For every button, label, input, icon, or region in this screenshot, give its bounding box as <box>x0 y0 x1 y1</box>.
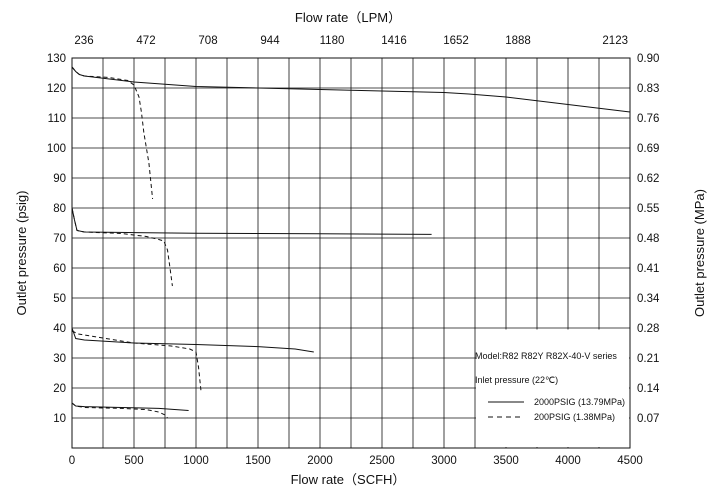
series-line-2000psig <box>71 402 189 411</box>
left-tick-label: 10 <box>53 413 66 425</box>
right-tick-label: 0.83 <box>637 83 659 95</box>
bottom-tick-label: 3000 <box>431 455 457 467</box>
series-line-200psig <box>71 207 173 287</box>
right-tick-label: 0.90 <box>637 53 659 65</box>
right-tick-label: 0.41 <box>637 263 659 275</box>
legend-entry-2000psig: 2000PSIG (13.79MPa) <box>534 397 625 407</box>
bottom-tick-label: 0 <box>69 455 75 467</box>
bottom-tick-label: 2500 <box>369 455 395 467</box>
left-tick-label: 100 <box>47 143 66 155</box>
right-tick-label: 0.14 <box>637 383 660 395</box>
tick-layer: 0 500 1000 1500 2000 2500 3000 3500 4000 4500 236 4… <box>47 35 660 467</box>
right-tick-label: 0.28 <box>637 323 659 335</box>
left-tick-label: 80 <box>53 203 66 215</box>
legend-entry-200psig: 200PSIG (1.38MPa) <box>534 412 615 422</box>
bottom-tick-label: 4000 <box>555 455 581 467</box>
right-tick-label: 0.07 <box>637 413 659 425</box>
left-tick-label: 60 <box>53 263 66 275</box>
top-tick-label: 236 <box>74 35 93 47</box>
right-axis-title: Outlet pressure (MPa) <box>692 189 707 317</box>
series-line-200psig <box>71 66 154 200</box>
series-line-200psig <box>71 330 202 392</box>
series-line-200psig <box>71 402 168 419</box>
top-tick-label: 1180 <box>320 35 345 47</box>
bottom-tick-label: 1000 <box>183 455 209 467</box>
top-tick-label: 1888 <box>505 35 531 47</box>
top-tick-label: 1416 <box>381 35 407 47</box>
series-line-2000psig <box>71 66 631 113</box>
legend-inlet-text: Inlet pressure (22℃) <box>475 375 558 385</box>
top-axis-title: Flow rate（LPM） <box>295 10 401 25</box>
right-tick-label: 0.21 <box>637 353 659 365</box>
left-tick-label: 90 <box>53 173 66 185</box>
top-tick-label: 944 <box>260 35 280 47</box>
top-tick-label: 708 <box>198 35 217 47</box>
bottom-tick-label: 3500 <box>493 455 519 467</box>
top-tick-label: 1652 <box>443 35 469 47</box>
series-layer <box>71 66 631 419</box>
left-tick-label: 30 <box>53 353 66 365</box>
right-tick-label: 0.48 <box>637 233 659 245</box>
left-tick-label: 50 <box>53 293 66 305</box>
left-tick-label: 70 <box>53 233 66 245</box>
bottom-axis-title: Flow rate（SCFH） <box>291 472 406 487</box>
bottom-tick-label: 2000 <box>307 455 333 467</box>
left-tick-label: 120 <box>47 83 66 95</box>
series-line-2000psig <box>71 327 314 353</box>
top-tick-label: 2123 <box>602 35 628 47</box>
legend-box <box>476 329 629 447</box>
left-tick-label: 20 <box>53 383 66 395</box>
bottom-tick-label: 1500 <box>245 455 271 467</box>
left-tick-label: 40 <box>53 323 66 335</box>
left-tick-label: 130 <box>47 53 66 65</box>
top-tick-label: 472 <box>136 35 155 47</box>
right-tick-label: 0.76 <box>637 113 659 125</box>
grid-layer <box>71 57 631 449</box>
left-axis-title: Outlet pressure (psig) <box>14 191 29 316</box>
right-tick-label: 0.69 <box>637 143 659 155</box>
series-line-2000psig <box>71 207 432 235</box>
left-tick-label: 110 <box>48 113 66 125</box>
right-tick-label: 0.55 <box>637 203 659 215</box>
bottom-tick-label: 4500 <box>617 455 643 467</box>
right-tick-label: 0.62 <box>637 173 659 185</box>
bottom-tick-label: 500 <box>124 455 143 467</box>
right-tick-label: 0.34 <box>637 293 660 305</box>
legend-model-text: Model:R82 R82Y R82X-40-V series <box>475 351 617 361</box>
legend: Model:R82 R82Y R82X-40-V series Inlet pr… <box>475 329 629 447</box>
